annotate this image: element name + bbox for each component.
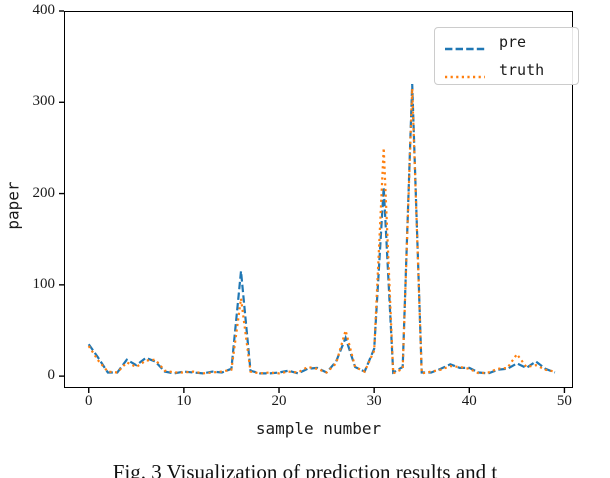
figure-caption: Fig. 3 Visualization of prediction resul… — [112, 460, 498, 478]
y-tick-label: 0 — [47, 367, 56, 384]
y-tick-label: 300 — [32, 93, 56, 110]
series-line-truth — [87, 88, 556, 376]
legend-item-truth: truth — [445, 57, 578, 83]
y-tick-label: 200 — [32, 184, 56, 201]
x-tick-label: 0 — [84, 393, 93, 409]
truth-line-sample — [445, 67, 485, 79]
x-tick-label: 10 — [176, 393, 192, 409]
x-axis-label: sample number — [255, 419, 382, 438]
x-tick-label: 40 — [461, 393, 477, 409]
legend-label-pre: pre — [499, 33, 527, 51]
y-axis-label: paper — [3, 181, 23, 230]
x-tick-label: 50 — [556, 393, 572, 409]
y-tick-label: 100 — [32, 275, 56, 292]
x-tick-label: 20 — [271, 393, 287, 409]
legend-item-pre: pre — [445, 29, 578, 55]
x-tick-label: 30 — [366, 393, 382, 409]
y-tick-label: 400 — [32, 2, 56, 18]
legend-label-truth: truth — [499, 61, 545, 79]
plot-frame — [64, 11, 573, 388]
legend: pre truth — [434, 27, 579, 85]
pre-line-sample — [445, 39, 485, 51]
